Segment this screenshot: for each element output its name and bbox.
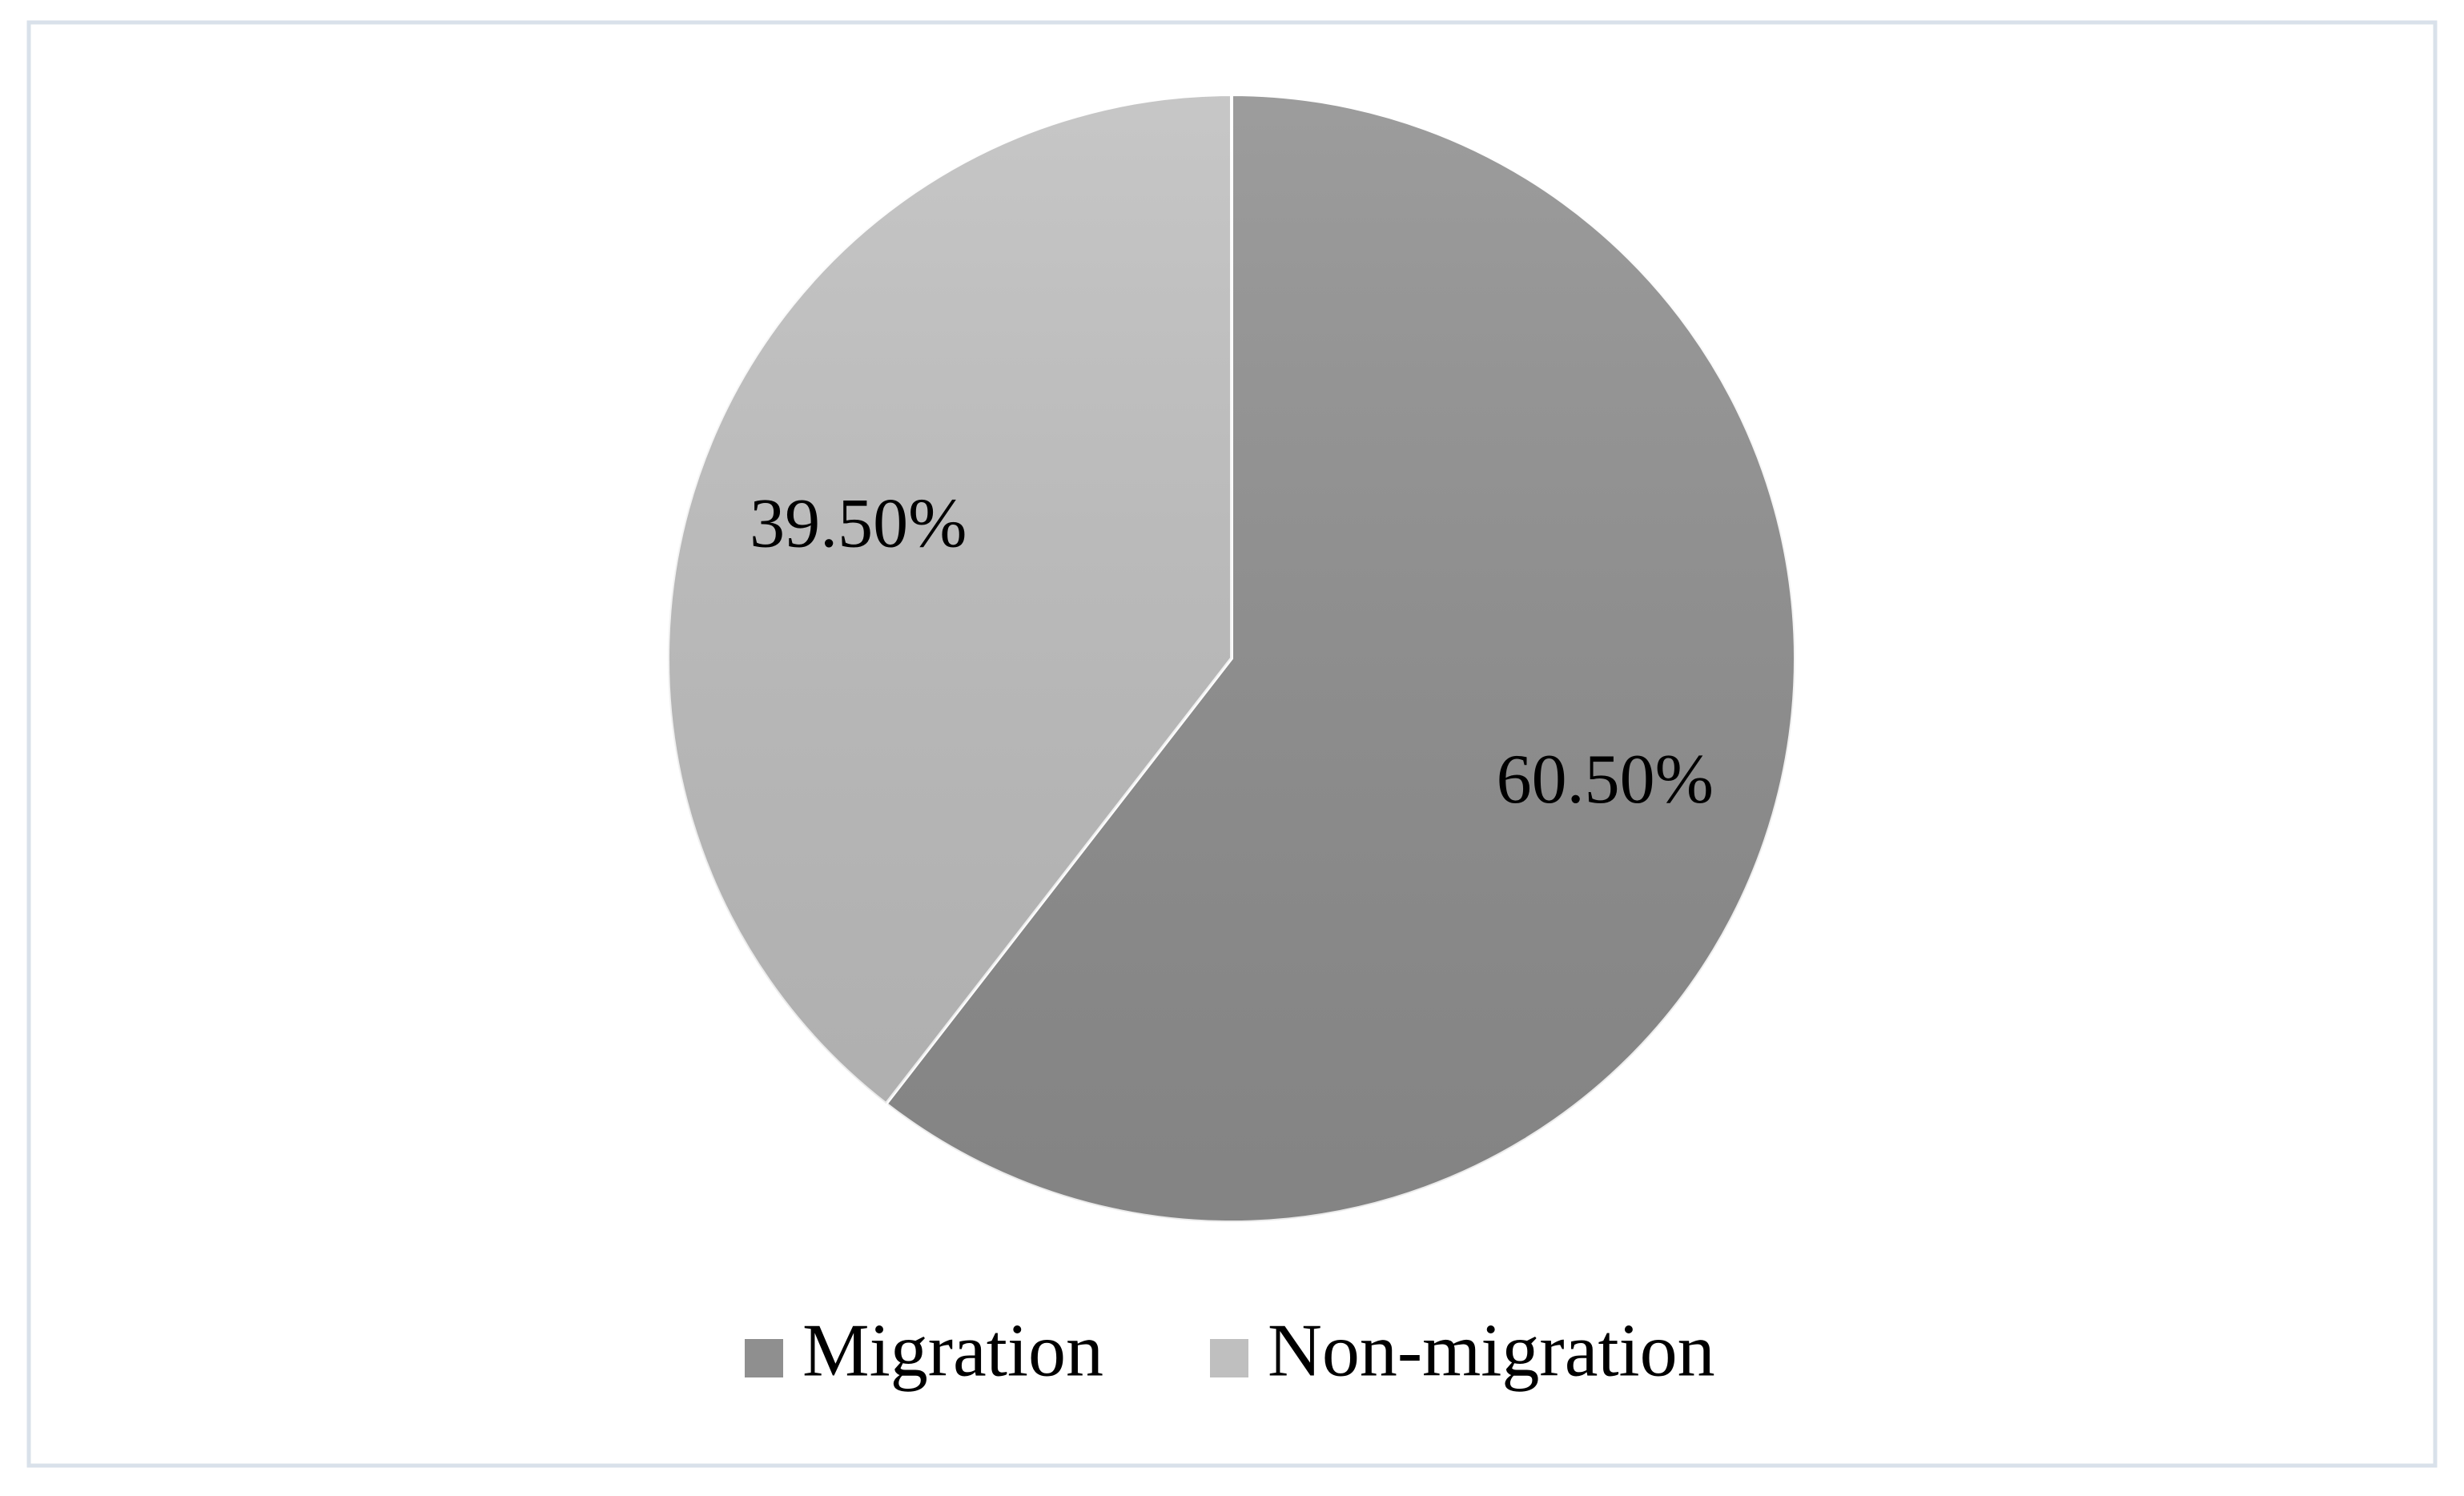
legend-label: Migration [802, 1309, 1103, 1393]
pie-slice-shade [668, 95, 1232, 1104]
data-label: 60.50% [1497, 741, 1714, 818]
legend-swatch [1210, 1339, 1248, 1377]
legend-label: Non-migration [1268, 1309, 1715, 1393]
data-label: 39.50% [750, 485, 967, 563]
legend-swatch [745, 1339, 783, 1377]
pie-slice-shade [886, 95, 1795, 1222]
